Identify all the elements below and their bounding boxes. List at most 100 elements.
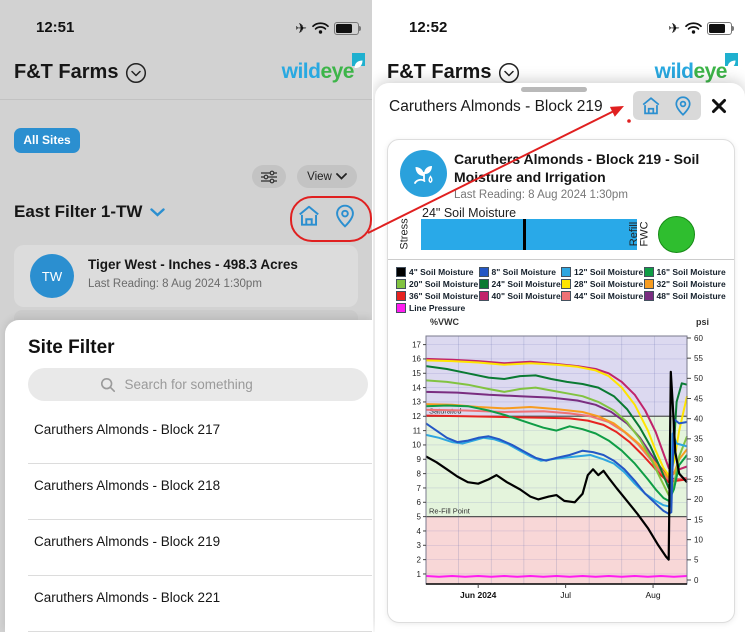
modal-title: Caruthers Almonds - Block 219 xyxy=(389,98,603,115)
series-4-soil-moisture xyxy=(425,370,688,561)
y2-tick-label: 25 xyxy=(694,475,703,484)
x-tick-label: Jun 2024 xyxy=(460,590,497,600)
y-tick-label: 6 xyxy=(417,498,422,507)
y-tick-label: 3 xyxy=(417,541,422,550)
legend-item: 40" Soil Moisture xyxy=(478,291,562,301)
y-tick-label: 5 xyxy=(417,512,422,521)
y-tick-label: 7 xyxy=(417,484,422,493)
legend-swatch xyxy=(478,279,489,289)
site-card-tiger-west[interactable]: TW Tiger West - Inches - 498.3 Acres Las… xyxy=(14,245,358,307)
battery-icon xyxy=(334,21,361,35)
list-item-label: Caruthers Almonds - Block 217 xyxy=(34,422,221,437)
chevron-down-circle-icon xyxy=(499,62,520,83)
legend-item: Line Pressure xyxy=(396,303,479,313)
refill-marker xyxy=(522,219,526,250)
drag-handle[interactable] xyxy=(521,87,587,92)
y2-tick-label: 50 xyxy=(694,374,703,383)
search-icon xyxy=(100,377,115,392)
list-item[interactable]: Caruthers Almonds - Block 221 xyxy=(5,576,372,632)
threshold-label: Re-Fill Point xyxy=(429,507,471,516)
soil-moisture-card: Caruthers Almonds - Block 219 - Soil Moi… xyxy=(387,139,735,623)
y2-tick-label: 45 xyxy=(694,394,703,403)
search-input[interactable] xyxy=(122,376,297,393)
legend-swatch xyxy=(643,291,654,301)
card-title: Caruthers Almonds - Block 219 - Soil Moi… xyxy=(454,151,700,185)
home-icon[interactable] xyxy=(296,203,322,229)
map-pin-icon[interactable] xyxy=(672,95,694,117)
status-indicator xyxy=(658,216,695,253)
plant-icon xyxy=(400,150,447,197)
y2-tick-label: 15 xyxy=(694,515,703,524)
logo-text-wild: wild xyxy=(654,60,694,83)
all-sites-button[interactable]: All Sites xyxy=(14,128,80,153)
right-axis-title: psi xyxy=(696,317,710,327)
filter-sliders-button[interactable] xyxy=(252,165,286,188)
status-time: 12:51 xyxy=(36,19,75,36)
list-item[interactable]: Caruthers Almonds - Block 217 xyxy=(5,408,372,464)
card-subtitle: Last Reading: 8 Aug 2024 1:30pm xyxy=(454,189,628,201)
legend-item: 24" Soil Moisture xyxy=(478,279,562,289)
logo-text-eye: eye xyxy=(320,60,354,83)
map-pin-icon[interactable] xyxy=(332,203,358,229)
legend-swatch xyxy=(478,291,489,301)
y2-tick-label: 30 xyxy=(694,455,703,464)
legend-item: 20" Soil Moisture xyxy=(396,279,479,289)
home-icon[interactable] xyxy=(640,95,662,117)
y-tick-label: 9 xyxy=(417,455,422,464)
legend-item: 36" Soil Moisture xyxy=(396,291,479,301)
search-bar[interactable] xyxy=(28,368,368,401)
legend-swatch xyxy=(643,267,654,277)
series-20-soil-moisture xyxy=(425,379,688,497)
filter-group-label: East Filter 1-TW xyxy=(14,202,143,221)
chevron-down-circle-icon[interactable] xyxy=(125,62,147,84)
plot-band xyxy=(426,336,687,417)
wifi-icon xyxy=(685,22,702,34)
y2-tick-label: 5 xyxy=(694,556,699,565)
y2-tick-label: 60 xyxy=(694,334,703,343)
y-tick-label: 10 xyxy=(412,441,421,450)
series-line-pressure xyxy=(425,575,688,578)
legend-item: 28" Soil Moisture xyxy=(561,279,644,289)
legend-item: 44" Soil Moisture xyxy=(561,291,644,301)
logo-text-eye: eye xyxy=(693,60,727,83)
list-item[interactable]: Caruthers Almonds - Block 218 xyxy=(5,464,372,520)
y-tick-label: 1 xyxy=(417,570,422,579)
list-item-label: Caruthers Almonds - Block 221 xyxy=(34,590,221,605)
y2-tick-label: 40 xyxy=(694,414,703,423)
y-tick-label: 17 xyxy=(412,340,421,349)
status-icons: ✈ xyxy=(295,20,361,36)
chevron-down-icon xyxy=(335,173,347,180)
filter-group-selector[interactable]: East Filter 1-TW xyxy=(14,202,166,222)
y-tick-label: 13 xyxy=(412,398,421,407)
app-title-label: F&T Farms xyxy=(387,61,492,83)
airplane-mode-icon: ✈ xyxy=(295,20,307,36)
view-dropdown-button[interactable]: View xyxy=(297,165,357,188)
list-item[interactable]: Caruthers Almonds - Block 219 xyxy=(5,520,372,576)
series-16-soil-moisture xyxy=(425,404,688,502)
legend-item: 12" Soil Moisture xyxy=(561,267,644,277)
legend-swatch xyxy=(643,279,654,289)
left-axis-title: %VWC xyxy=(430,317,459,327)
y2-tick-label: 0 xyxy=(694,576,699,585)
gauge-stress-label: Stress xyxy=(399,218,411,250)
y2-tick-label: 20 xyxy=(694,495,703,504)
close-icon[interactable] xyxy=(709,96,729,116)
y2-tick-label: 10 xyxy=(694,535,703,544)
app-title-label: F&T Farms xyxy=(14,61,119,83)
site-detail-modal: Caruthers Almonds - Block 219 xyxy=(375,83,745,632)
map-view-toggle-group xyxy=(296,203,358,229)
site-filter-title: Site Filter xyxy=(28,337,115,358)
soil-moisture-gauge xyxy=(421,219,637,250)
avatar: TW xyxy=(30,254,74,298)
app-title: F&T Farms xyxy=(14,61,147,84)
plot-band xyxy=(426,516,687,584)
y-tick-label: 14 xyxy=(412,383,421,392)
y-tick-label: 12 xyxy=(412,412,421,421)
legend-swatch xyxy=(396,267,406,277)
logo-text-wild: wild xyxy=(281,60,321,83)
y2-tick-label: 35 xyxy=(694,435,703,444)
legend-swatch xyxy=(561,267,571,277)
x-tick-label: Aug xyxy=(646,590,661,600)
